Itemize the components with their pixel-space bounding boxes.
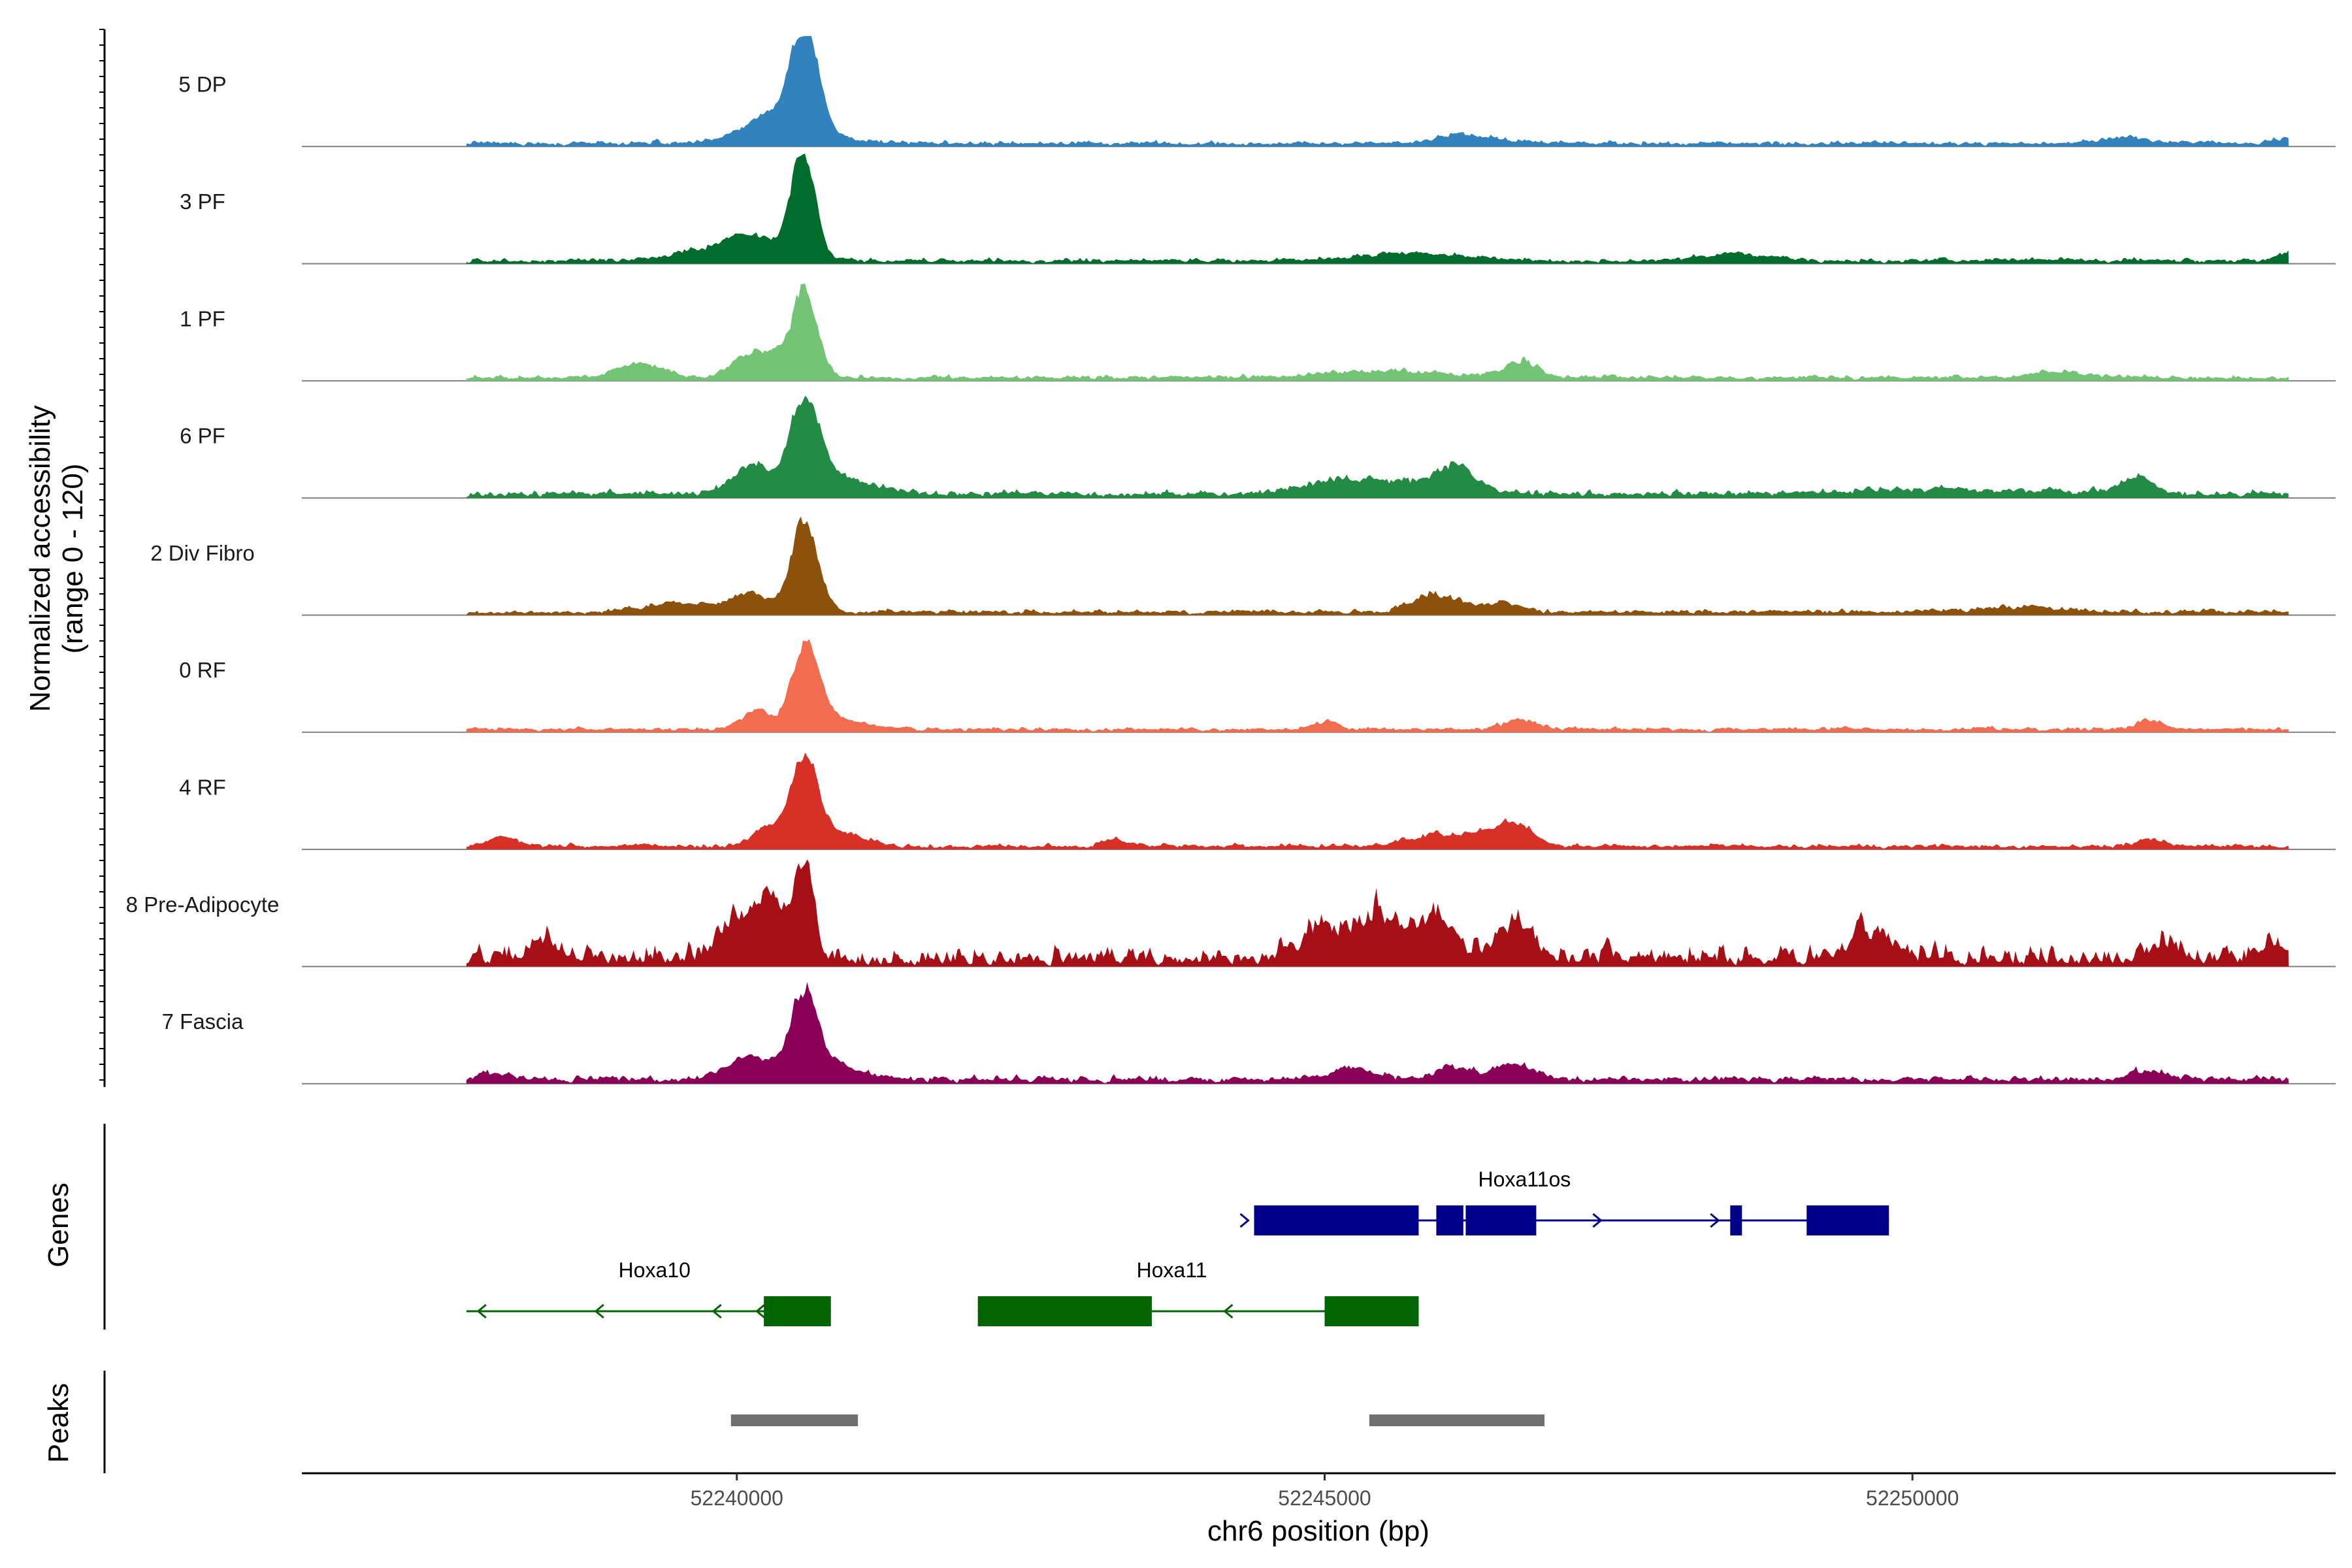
- gene-annotations: Hoxa11os Hoxa10 Hoxa11: [466, 1168, 1889, 1326]
- track-label: 5 DP: [178, 73, 226, 97]
- x-tick-label: 52240000: [691, 1486, 783, 1510]
- gene-label: Hoxa11os: [1478, 1168, 1571, 1191]
- gene-exon: [1436, 1205, 1463, 1235]
- track-6-pf: 6 PF: [180, 395, 2336, 499]
- gene-exon: [1254, 1205, 1419, 1235]
- strand-arrow: [755, 1303, 766, 1319]
- track-0-rf: 0 RF: [179, 639, 2336, 733]
- strand-arrow: [711, 1303, 722, 1319]
- y-axis-title: Normalized accessibility: [24, 405, 56, 711]
- track-8-pre-adipocyte: 8 Pre-Adipocyte: [126, 859, 2336, 968]
- strand-arrow: [1710, 1213, 1720, 1228]
- track-label: 1 PF: [180, 306, 225, 331]
- gene-label: Hoxa10: [619, 1258, 691, 1282]
- track-label: 8 Pre-Adipocyte: [126, 892, 280, 917]
- peaks-panel-title: Peaks: [42, 1383, 74, 1463]
- gene-exon: [1465, 1205, 1537, 1235]
- gene-exon: [977, 1296, 1152, 1326]
- track-3-pf: 3 PF: [180, 154, 2336, 265]
- peak-region: [730, 1414, 858, 1426]
- track-1-pf: 1 PF: [180, 283, 2336, 382]
- coverage-area: [466, 395, 2289, 498]
- track-label: 4 RF: [179, 775, 226, 799]
- track-7-fascia: 7 Fascia: [162, 981, 2336, 1085]
- strand-arrow: [1592, 1213, 1603, 1228]
- track-label: 0 RF: [179, 658, 226, 682]
- gene-exon: [1806, 1205, 1889, 1235]
- track-label: 7 Fascia: [162, 1009, 244, 1034]
- coverage-y-axis: [99, 29, 106, 1087]
- x-tick-label: 52250000: [1866, 1486, 1959, 1510]
- gene-exon: [764, 1296, 831, 1326]
- coverage-area: [466, 639, 2289, 732]
- gene-hoxa11: Hoxa11: [977, 1258, 1419, 1326]
- track-label: 2 Div Fibro: [150, 541, 255, 565]
- gene-hoxa11os: Hoxa11os: [1239, 1168, 1889, 1235]
- x-axis-ticks: 52240000 52245000 52250000: [691, 1473, 1959, 1510]
- strand-arrow: [594, 1303, 604, 1319]
- x-tick-label: 52245000: [1278, 1486, 1371, 1510]
- track-label: 3 PF: [180, 189, 225, 214]
- track-2-div-fibro: 2 Div Fibro: [150, 516, 2336, 616]
- coverage-area: [466, 154, 2289, 264]
- coverage-area: [466, 752, 2289, 850]
- y-axis-range-label: (range 0 - 120): [57, 463, 89, 653]
- peak-region: [1369, 1414, 1544, 1426]
- gene-hoxa10: Hoxa10: [466, 1258, 831, 1326]
- coverage-area: [466, 283, 2289, 381]
- track-5-dp: 5 DP: [178, 36, 2336, 148]
- strand-arrow: [476, 1303, 487, 1319]
- genes-panel-title: Genes: [42, 1183, 74, 1267]
- gene-exon: [1730, 1205, 1742, 1235]
- coverage-tracks: 5 DP 3 PF 1 PF 6 PF 2 Div Fibro 0 RF 4 RF 8 Pre…: [126, 36, 2336, 1085]
- coverage-area: [466, 36, 2289, 147]
- strand-arrow: [1239, 1213, 1250, 1228]
- coverage-area: [466, 516, 2289, 615]
- coverage-area: [466, 981, 2289, 1084]
- strand-arrow: [1223, 1303, 1233, 1319]
- track-4-rf: 4 RF: [179, 752, 2336, 851]
- coverage-area: [466, 859, 2289, 967]
- gene-label: Hoxa11: [1137, 1258, 1207, 1282]
- x-axis-title: chr6 position (bp): [1207, 1515, 1429, 1547]
- gene-exon: [1324, 1296, 1419, 1326]
- track-label: 6 PF: [180, 424, 225, 448]
- peak-regions: [730, 1414, 1544, 1426]
